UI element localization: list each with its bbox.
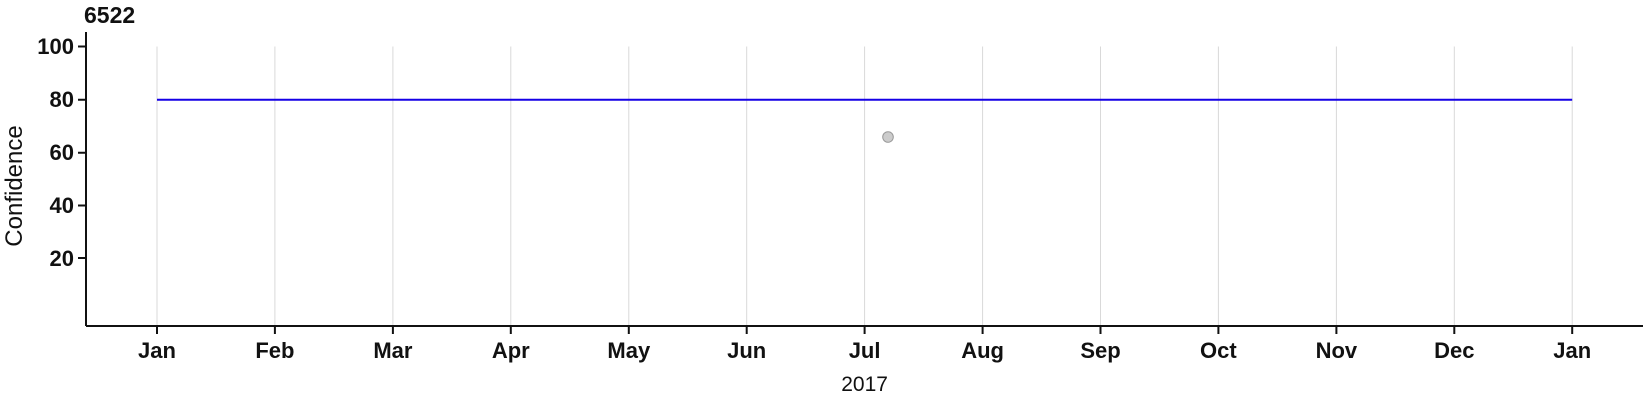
svg-text:Confidence: Confidence <box>1 125 28 246</box>
svg-text:40: 40 <box>50 193 74 218</box>
svg-text:Jul: Jul <box>849 338 881 363</box>
svg-text:Oct: Oct <box>1200 338 1237 363</box>
svg-text:Feb: Feb <box>255 338 294 363</box>
svg-text:80: 80 <box>50 87 74 112</box>
svg-text:Mar: Mar <box>373 338 413 363</box>
svg-text:Jan: Jan <box>1553 338 1591 363</box>
svg-text:May: May <box>607 338 651 363</box>
svg-text:60: 60 <box>50 140 74 165</box>
svg-text:Jan: Jan <box>138 338 176 363</box>
svg-text:6522: 6522 <box>84 2 135 28</box>
svg-text:100: 100 <box>37 34 74 59</box>
svg-text:Aug: Aug <box>961 338 1004 363</box>
svg-text:20: 20 <box>50 246 74 271</box>
svg-text:Jun: Jun <box>727 338 766 363</box>
svg-text:Sep: Sep <box>1080 338 1120 363</box>
svg-text:Nov: Nov <box>1316 338 1358 363</box>
svg-text:Apr: Apr <box>492 338 530 363</box>
svg-text:Dec: Dec <box>1434 338 1474 363</box>
svg-text:2017: 2017 <box>841 373 888 396</box>
